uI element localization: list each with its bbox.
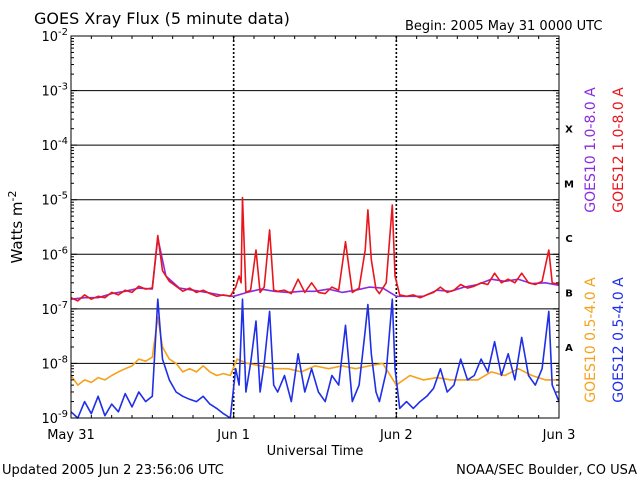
y-tick-base: 10 (41, 303, 58, 318)
credit-text: NOAA/SEC Boulder, CO USA (456, 463, 637, 478)
updated-timestamp: Updated 2005 Jun 2 23:56:06 UTC (2, 463, 224, 478)
y-tick-base: 10 (41, 357, 58, 372)
y-tick-label: 10-5 (41, 191, 68, 209)
y-tick-exponent: -3 (58, 82, 68, 93)
y-tick-base: 10 (41, 194, 58, 209)
y-tick-exponent: -6 (58, 245, 68, 256)
x-axis-label: Universal Time (267, 444, 364, 459)
y-tick-label: 10-3 (41, 82, 68, 100)
y-axis-label: Watts m-2 (6, 191, 26, 264)
y-tick-exponent: -2 (58, 27, 68, 38)
flare-class-b: B (565, 288, 573, 299)
y-tick-base: 10 (41, 139, 58, 154)
series-layer (70, 196, 560, 419)
legend-item-goes10-1-0-8-0-a: GOES10 1.0-8.0 A (583, 87, 599, 213)
legend-item-goes12-1-0-8-0-a: GOES12 1.0-8.0 A (611, 87, 627, 213)
y-tick-label: 10-2 (41, 27, 68, 45)
flare-class-m: M (564, 179, 574, 190)
x-tick-label: Jun 3 (542, 428, 576, 443)
begin-date: Begin: 2005 May 31 0000 UTC (405, 19, 602, 34)
x-tick-label: May 31 (47, 428, 95, 443)
y-tick-exponent: -5 (58, 191, 68, 202)
y-tick-base: 10 (41, 85, 58, 100)
y-axis-label-exponent: -2 (6, 191, 19, 202)
y-tick-base: 10 (41, 412, 58, 427)
y-tick-label: 10-6 (41, 245, 68, 263)
y-tick-exponent: -4 (58, 136, 68, 147)
x-tick-label: Jun 2 (379, 428, 413, 443)
y-tick-base: 10 (41, 30, 58, 45)
legend: GOES10 1.0-8.0 A GOES12 1.0-8.0 A GOES10 0… (583, 87, 627, 403)
x-axis-ticks: May 31 Jun 1 Jun 2 Jun 3 (47, 36, 575, 443)
legend-item-goes10-0-5-4-0-a: GOES10 0.5-4.0 A (583, 277, 599, 403)
x-tick-label: Jun 1 (216, 428, 250, 443)
flare-class-c: C (565, 234, 572, 245)
series-line-goes12-1-0-8-0-a (70, 196, 560, 302)
series-line-goes10-0-5-4-0-a (70, 316, 559, 386)
series-line-goes12-0-5-4-0-a (70, 298, 560, 419)
y-tick-exponent: -8 (58, 354, 68, 365)
y-tick-label: 10-7 (41, 300, 68, 318)
y-axis-ticks: 10-210-310-410-510-610-710-810-9 (41, 27, 559, 427)
grid (71, 36, 559, 418)
flare-class-a: A (565, 343, 573, 354)
y-tick-exponent: -9 (58, 409, 68, 420)
flare-class-x: X (565, 125, 573, 136)
y-tick-base: 10 (41, 248, 58, 263)
y-tick-exponent: -7 (58, 300, 68, 311)
y-axis-label-text: Watts m (8, 201, 26, 263)
legend-item-goes12-0-5-4-0-a: GOES12 0.5-4.0 A (611, 277, 627, 403)
flare-class-labels: X M C B A (564, 125, 574, 354)
chart-title: GOES Xray Flux (5 minute data) (34, 9, 290, 28)
y-tick-label: 10-8 (41, 354, 68, 372)
y-tick-label: 10-4 (41, 136, 68, 154)
series-line-goes10-1-0-8-0-a (70, 237, 560, 300)
y-tick-label: 10-9 (41, 409, 68, 427)
